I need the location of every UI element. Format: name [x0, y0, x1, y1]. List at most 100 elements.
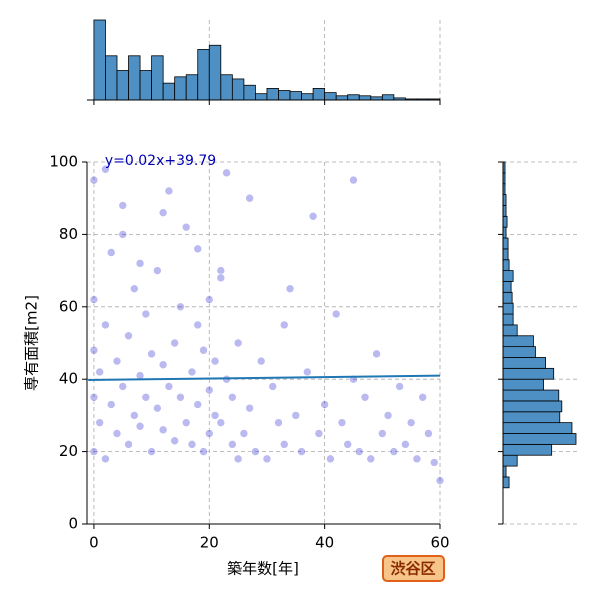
scatter-point: [314, 429, 324, 438]
x-hist-bar: [266, 88, 279, 101]
scatter-point: [210, 356, 220, 366]
scatter-point: [147, 447, 156, 456]
scatter-point: [291, 411, 301, 420]
scatter-point: [297, 447, 306, 456]
scatter-point: [164, 382, 174, 391]
scatter-point: [245, 403, 254, 413]
y-tick-label: 40: [59, 370, 78, 388]
y-hist-bar: [502, 324, 518, 337]
scatter-point: [170, 338, 179, 348]
scatter-point: [106, 248, 116, 257]
scatter-point: [199, 447, 208, 456]
y-tick-label: 80: [59, 225, 78, 243]
y-hist-bar: [502, 259, 510, 271]
scatter-point: [228, 440, 237, 449]
scatter-point: [129, 411, 139, 420]
scatter-point: [245, 193, 254, 203]
y-hist-bar: [502, 281, 512, 293]
scatter-point: [343, 440, 353, 449]
x-hist-bar: [174, 76, 187, 101]
y-tick-label: 0: [68, 515, 78, 533]
scatter-point: [395, 382, 404, 391]
x-hist-bar: [255, 93, 268, 101]
scatter-point: [124, 440, 133, 449]
x-hist-bar: [197, 49, 210, 101]
x-hist-bar: [105, 55, 118, 101]
scatter-point: [372, 349, 381, 359]
y-axis-label: 専有面積[m2]: [23, 295, 41, 391]
y-hist-bar: [502, 291, 513, 304]
scatter-point: [112, 429, 122, 438]
scatter-point: [176, 392, 185, 402]
y-hist-bar: [502, 248, 509, 261]
scatter-point: [378, 429, 387, 438]
scatter-point: [216, 418, 226, 427]
scatter-point: [187, 367, 197, 377]
scatter-point: [118, 230, 128, 239]
x-hist-bar: [128, 55, 141, 101]
regression-annotation: y=0.02x+39.79: [105, 153, 216, 169]
scatter-point: [401, 440, 410, 449]
x-hist-bar: [243, 84, 256, 101]
scatter-point: [285, 284, 295, 294]
scatter-point: [279, 320, 289, 330]
scatter-point: [233, 454, 243, 464]
y-hist-bar: [502, 302, 514, 315]
x-hist-bar: [312, 88, 326, 101]
y-hist-bar: [502, 422, 573, 434]
scatter-point: [308, 212, 318, 221]
scatter-point: [326, 454, 335, 464]
scatter-point: [106, 400, 116, 409]
scatter-point: [89, 295, 99, 304]
scatter-point: [135, 259, 145, 268]
scatter-point: [181, 418, 191, 427]
y-hist-bar: [502, 237, 509, 250]
scatter-point: [251, 447, 260, 456]
x-tick-label: 20: [200, 534, 219, 552]
scatter-point: [216, 273, 226, 283]
y-hist-bar: [502, 357, 546, 369]
scatter-point: [101, 454, 110, 464]
x-hist-bar: [208, 44, 222, 101]
scatter-point: [129, 284, 139, 294]
y-tick-label: 20: [59, 442, 78, 460]
scatter-point: [383, 411, 393, 420]
x-hist-bar: [185, 74, 199, 101]
scatter-point: [204, 385, 214, 395]
scatter-point: [418, 392, 427, 402]
scatter-point: [354, 447, 364, 456]
scatter-point: [147, 349, 156, 359]
y-hist-bar: [502, 389, 560, 402]
x-hist-bar: [324, 92, 337, 101]
x-hist-bar: [335, 95, 349, 101]
scatter-point: [158, 360, 168, 370]
y-hist-bar: [502, 400, 563, 413]
scatter-point: [331, 309, 341, 319]
badge: 渋谷区: [390, 560, 435, 578]
y-hist-bar: [502, 378, 544, 391]
scatter-point: [210, 411, 220, 420]
scatter-point: [228, 392, 237, 402]
scatter-point: [204, 429, 214, 438]
x-hist-bar: [231, 78, 245, 101]
scatter-point: [337, 418, 347, 427]
scatter-point: [89, 345, 99, 355]
scatter-point: [176, 302, 185, 312]
scatter-point: [256, 356, 266, 366]
y-hist-bar: [502, 454, 518, 467]
scatter-point: [170, 436, 179, 446]
scatter-point: [360, 392, 370, 402]
y-tick-label: 100: [49, 153, 78, 171]
scatter-point: [124, 331, 133, 341]
scatter-point: [268, 382, 278, 391]
scatter-point: [222, 168, 231, 178]
x-tick-label: 40: [315, 534, 334, 552]
scatter-point: [233, 338, 243, 348]
scatter-point: [216, 266, 226, 275]
scatter-point: [153, 403, 162, 413]
scatter-point: [89, 447, 99, 456]
scatter-point: [435, 476, 445, 485]
x-hist-bar: [151, 55, 164, 101]
scatter-point: [153, 266, 162, 275]
x-hist-bar: [139, 70, 153, 101]
